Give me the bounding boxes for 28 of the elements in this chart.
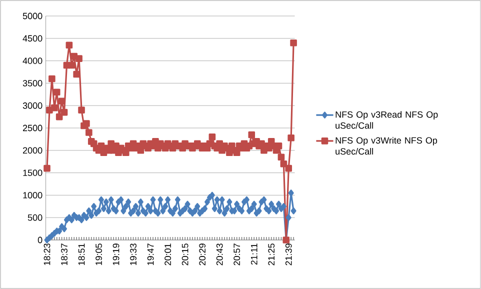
y-tick-label: 5000 — [22, 12, 42, 20]
x-tick-label: 19:19 — [112, 244, 120, 266]
y-tick-label: 4000 — [22, 58, 42, 64]
x-tick-label: 21:11 — [250, 244, 258, 265]
x-tick-label: 19:05 — [96, 244, 102, 266]
x-tick-label: 19:47 — [147, 244, 154, 266]
legend-label: NFS Op v3Write NFS Op uSec/Call — [336, 136, 438, 155]
x-tick-label: 18:51 — [78, 244, 85, 266]
x-tick-label: 20:43 — [216, 244, 223, 266]
x-tick-label: 20:57 — [234, 244, 240, 266]
y-tick-label: 3000 — [22, 102, 42, 109]
y-tick-label: 1500 — [23, 170, 42, 176]
y-tick-label: 0 — [38, 236, 42, 244]
x-tick-label: 21:25 — [268, 244, 275, 266]
legend-label: NFS Op v3Read NFS Op uSec/Call — [336, 111, 438, 129]
x-tick-label: 18:37 — [61, 244, 68, 266]
x-tick-label: 18:23 — [44, 244, 50, 266]
y-tick-label: 500 — [28, 214, 42, 221]
x-tick-label: 20:15 — [182, 244, 188, 266]
x-tick-label: 20:01 — [164, 244, 171, 266]
y-tick-label: 3500 — [22, 80, 42, 86]
x-tick-label: 21:39 — [285, 244, 292, 266]
x-tick-label: 20:29 — [199, 244, 206, 266]
y-tick-label: 1000 — [23, 192, 42, 198]
x-tick-label: 19:33 — [130, 244, 136, 266]
y-tick-label: 2500 — [23, 124, 42, 132]
y-tick-label: 4500 — [22, 35, 42, 42]
y-tick-label: 2000 — [23, 147, 42, 154]
